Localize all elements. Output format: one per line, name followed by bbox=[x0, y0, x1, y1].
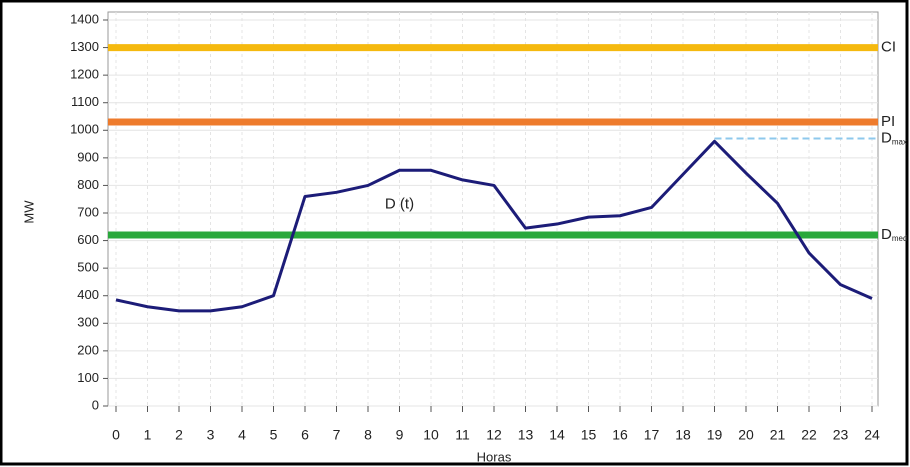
label-sub: med bbox=[892, 234, 908, 243]
y-tick-label: 1000 bbox=[70, 122, 99, 137]
reference-label: PI bbox=[881, 113, 895, 130]
y-tick-label: 100 bbox=[77, 370, 99, 385]
x-tick-label: 12 bbox=[486, 427, 502, 443]
reference-label: Dmed bbox=[881, 226, 907, 243]
y-tick-label: 700 bbox=[77, 204, 99, 219]
x-tick-label: 16 bbox=[612, 427, 628, 443]
x-tick-label: 17 bbox=[644, 427, 660, 443]
label-main: CI bbox=[881, 39, 896, 56]
x-tick-label: 15 bbox=[581, 427, 597, 443]
x-tick-label: 4 bbox=[238, 427, 246, 443]
x-tick-label: 6 bbox=[301, 427, 309, 443]
y-tick-label: 1100 bbox=[71, 94, 99, 109]
y-tick-label: 1200 bbox=[70, 67, 99, 82]
x-tick-label: 9 bbox=[396, 427, 404, 443]
y-tick-label: 800 bbox=[77, 177, 99, 192]
x-tick-label: 8 bbox=[364, 427, 372, 443]
x-tick-label: 19 bbox=[707, 427, 723, 443]
label-sub: max bbox=[892, 138, 907, 147]
reference-label: CI bbox=[881, 39, 896, 56]
y-tick-label: 1300 bbox=[70, 39, 99, 54]
y-tick-label: 600 bbox=[77, 232, 99, 247]
x-tick-label: 1 bbox=[144, 427, 152, 443]
x-tick-label: 21 bbox=[770, 427, 786, 443]
x-tick-label: 14 bbox=[549, 427, 565, 443]
y-tick-label: 300 bbox=[77, 315, 99, 330]
y-tick-label: 0 bbox=[92, 397, 99, 412]
annotation: D (t) bbox=[385, 196, 414, 213]
label-main: D bbox=[881, 226, 892, 243]
y-axis-label: MW bbox=[21, 200, 36, 224]
x-tick-label: 0 bbox=[112, 427, 120, 443]
y-tick-label: 900 bbox=[77, 149, 99, 164]
label-main: D bbox=[881, 130, 892, 147]
data-line bbox=[115, 139, 873, 313]
plot-area bbox=[107, 11, 879, 407]
reference-label: Dmax bbox=[881, 130, 907, 147]
y-tick-label: 1400 bbox=[70, 11, 99, 26]
x-tick-label: 18 bbox=[675, 427, 691, 443]
y-tick-label: 200 bbox=[77, 342, 99, 357]
y-tick-label: 500 bbox=[77, 260, 99, 275]
x-tick-label: 20 bbox=[738, 427, 754, 443]
x-tick-label: 7 bbox=[333, 427, 341, 443]
x-tick-label: 11 bbox=[455, 427, 470, 443]
x-tick-label: 2 bbox=[175, 427, 183, 443]
x-tick-label: 3 bbox=[207, 427, 215, 443]
x-tick-label: 22 bbox=[801, 427, 817, 443]
x-tick-label: 5 bbox=[270, 427, 278, 443]
x-axis-label: Horas bbox=[477, 449, 512, 464]
x-tick-label: 24 bbox=[864, 427, 880, 443]
x-tick-label: 10 bbox=[423, 427, 439, 443]
y-tick-label: 400 bbox=[77, 287, 99, 302]
x-tick-label: 13 bbox=[518, 427, 534, 443]
x-tick-label: 23 bbox=[833, 427, 849, 443]
label-main: PI bbox=[881, 113, 895, 130]
